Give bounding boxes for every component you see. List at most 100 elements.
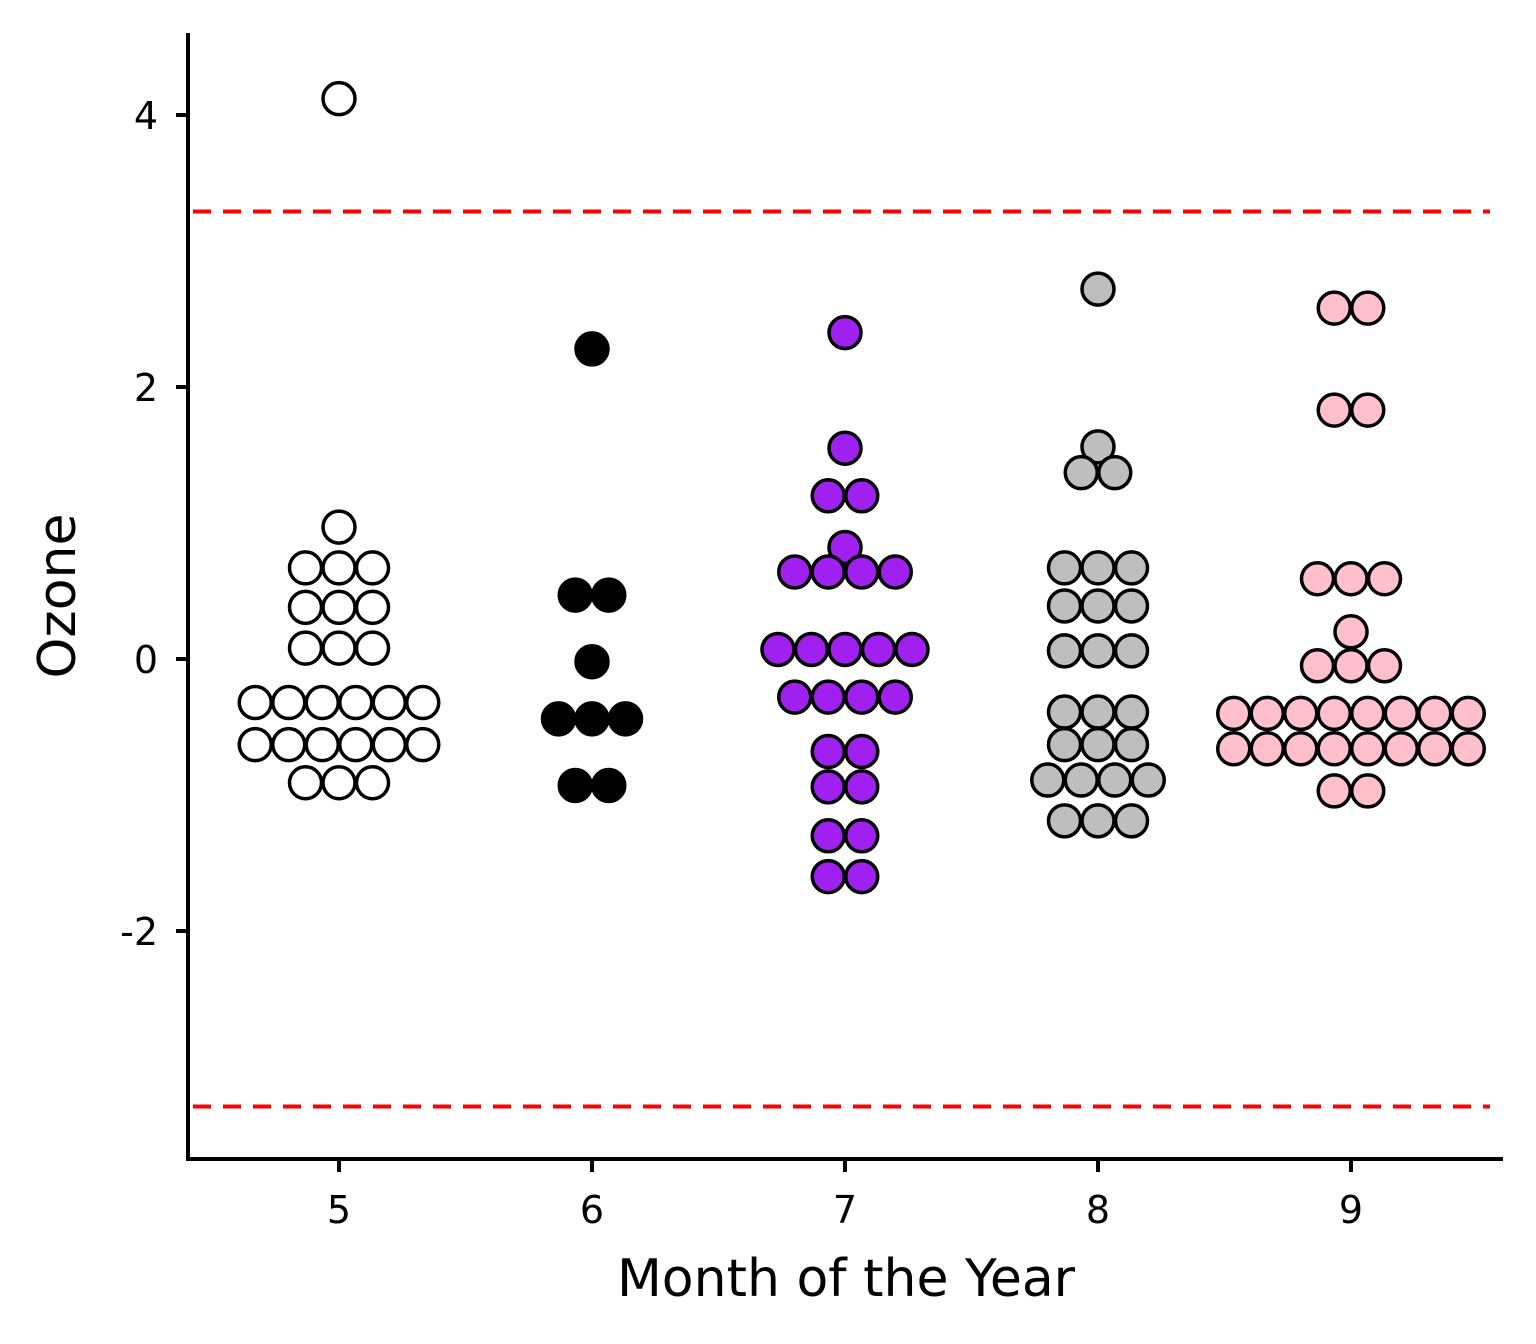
data-point xyxy=(1316,290,1352,326)
x-tick-label: 5 xyxy=(327,1188,351,1232)
data-point xyxy=(1080,726,1116,763)
data-point xyxy=(304,726,340,763)
y-axis-ticks: 4 2 0 -2 xyxy=(120,94,188,954)
data-point xyxy=(844,554,880,590)
y-axis-title: Ozone xyxy=(28,514,88,679)
y-tick-label: 4 xyxy=(134,94,158,138)
data-points xyxy=(237,80,1486,895)
data-point xyxy=(844,769,880,805)
data-point xyxy=(304,684,340,721)
data-point xyxy=(1097,454,1133,491)
data-point xyxy=(371,726,407,763)
data-point xyxy=(1113,694,1150,730)
data-point xyxy=(237,726,273,763)
data-point xyxy=(1366,561,1403,597)
data-point xyxy=(860,631,897,668)
data-point xyxy=(1316,731,1352,767)
data-point xyxy=(321,589,357,626)
data-point xyxy=(1316,392,1352,428)
x-tick-label: 8 xyxy=(1086,1188,1110,1232)
data-point xyxy=(591,767,627,804)
data-point xyxy=(877,679,913,715)
data-point xyxy=(271,684,307,721)
data-point xyxy=(1417,731,1453,767)
data-point xyxy=(777,679,813,715)
data-point xyxy=(1080,429,1116,465)
x-tick-label: 6 xyxy=(580,1188,604,1232)
data-point xyxy=(1350,392,1386,428)
data-point xyxy=(405,684,441,721)
y-tick-label: -2 xyxy=(120,910,158,954)
data-point xyxy=(827,631,863,668)
data-point xyxy=(557,577,593,613)
data-point xyxy=(1333,561,1369,597)
x-tick-label: 7 xyxy=(833,1188,857,1232)
data-point xyxy=(1097,762,1133,798)
data-point xyxy=(1216,731,1252,767)
data-point xyxy=(1417,695,1453,732)
data-point xyxy=(591,577,627,613)
data-point xyxy=(321,509,357,545)
data-point xyxy=(1046,726,1083,763)
data-point xyxy=(1080,694,1116,730)
data-point xyxy=(760,631,796,668)
data-point xyxy=(810,769,846,805)
data-point xyxy=(810,733,846,770)
data-point xyxy=(1113,726,1150,763)
data-point xyxy=(1350,773,1386,809)
data-point xyxy=(1333,648,1369,684)
data-point xyxy=(1046,550,1083,586)
data-point xyxy=(1080,803,1116,839)
data-point xyxy=(287,630,324,666)
data-point xyxy=(1046,694,1083,730)
data-point xyxy=(574,643,610,680)
data-point xyxy=(540,701,577,737)
data-point xyxy=(1249,731,1285,767)
data-point xyxy=(1299,561,1336,597)
x-axis-title: Month of the Year xyxy=(617,1249,1076,1309)
data-point xyxy=(1046,588,1083,624)
data-point xyxy=(1383,695,1419,732)
data-point xyxy=(1113,633,1150,669)
data-point xyxy=(271,726,307,763)
data-point xyxy=(1383,731,1419,767)
data-point xyxy=(354,765,391,801)
data-point xyxy=(1063,454,1099,491)
data-point xyxy=(287,765,324,801)
data-point xyxy=(1030,762,1066,798)
data-point xyxy=(844,818,880,854)
data-point xyxy=(1080,550,1116,586)
data-point xyxy=(1130,762,1166,798)
x-tick-label: 9 xyxy=(1339,1188,1363,1232)
data-point xyxy=(1046,803,1083,839)
data-point xyxy=(354,550,391,586)
data-point xyxy=(321,550,357,586)
data-point xyxy=(810,679,846,715)
data-point xyxy=(810,818,846,854)
data-point xyxy=(810,858,846,895)
data-point xyxy=(827,314,863,351)
data-point xyxy=(354,630,391,666)
data-point xyxy=(894,631,930,668)
data-point xyxy=(827,529,863,566)
data-point xyxy=(1333,614,1369,650)
data-point xyxy=(844,733,880,770)
data-point xyxy=(810,554,846,590)
data-point xyxy=(1350,290,1386,326)
data-point xyxy=(1350,731,1386,767)
data-point xyxy=(1113,803,1150,839)
data-point xyxy=(574,701,610,737)
data-point xyxy=(1249,695,1285,732)
y-tick-label: 2 xyxy=(134,366,158,410)
data-point xyxy=(1080,271,1116,307)
data-point xyxy=(1450,695,1486,732)
data-point xyxy=(321,80,357,117)
data-point xyxy=(1283,695,1319,732)
data-point xyxy=(405,726,441,763)
data-point xyxy=(287,550,324,586)
data-point xyxy=(1063,762,1099,798)
data-point xyxy=(844,679,880,715)
data-point xyxy=(557,767,593,804)
